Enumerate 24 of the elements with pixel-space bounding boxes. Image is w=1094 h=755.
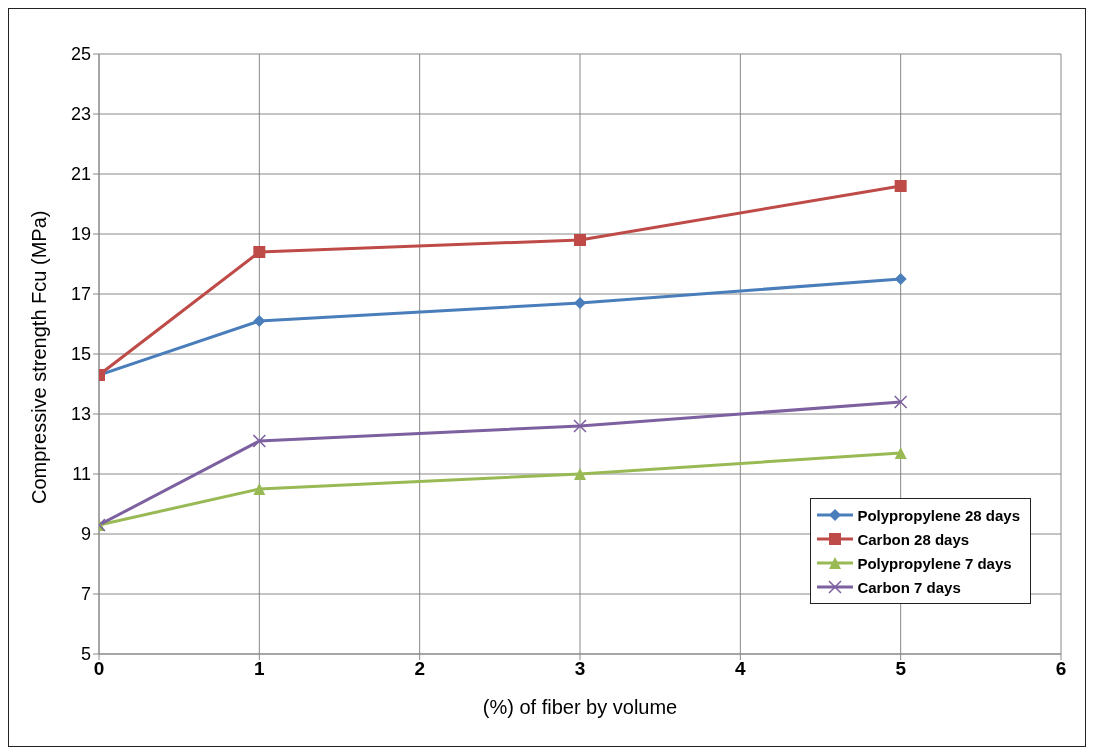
y-tick-label: 17	[70, 284, 91, 305]
y-tick-label: 23	[70, 104, 91, 125]
y-tick-label: 15	[70, 344, 91, 365]
y-axis-title: Compressive strength Fcu (MPa)	[28, 210, 51, 504]
legend-label: Polypropylene 7 days	[857, 554, 1012, 572]
x-tick-label: 1	[254, 658, 266, 680]
x-tick-label: 0	[93, 658, 105, 680]
y-tick-label: 21	[70, 164, 91, 185]
legend-label: Carbon 28 days	[857, 530, 970, 548]
x-tick-label: 2	[414, 658, 425, 680]
x-tick-label: 3	[574, 658, 586, 680]
y-tick-label: 19	[70, 224, 91, 245]
x-tick-label: 5	[895, 658, 907, 680]
y-tick-label: 9	[80, 524, 91, 545]
legend-label: Polypropylene 28 days	[857, 506, 1020, 524]
x-tick-label: 6	[1055, 658, 1067, 680]
y-tick-label: 11	[72, 464, 91, 485]
y-tick-label: 13	[70, 404, 91, 425]
x-axis-title: (%) of fiber by volume	[482, 696, 678, 718]
y-tick-label: 25	[70, 44, 91, 65]
y-tick-label: 7	[80, 584, 91, 605]
x-tick-label: 4	[735, 658, 747, 680]
legend-label: Carbon 7 days	[857, 578, 961, 596]
y-tick-label: 5	[80, 644, 91, 665]
